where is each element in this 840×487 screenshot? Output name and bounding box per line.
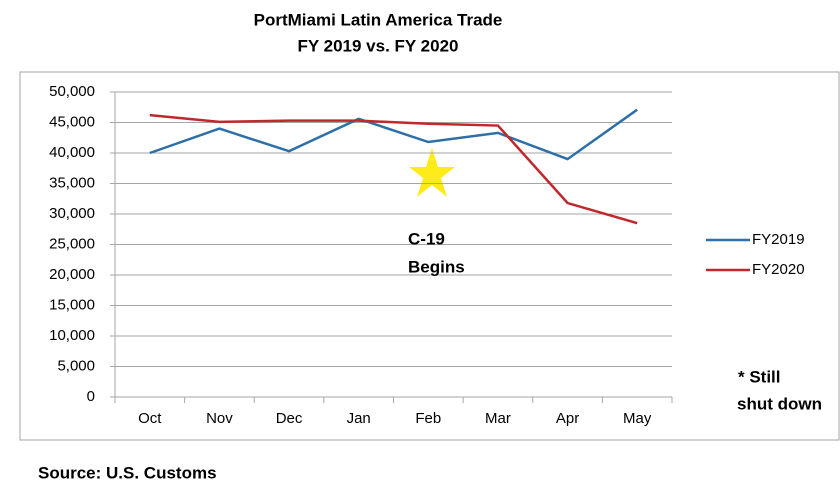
x-tick-label: Apr [556,410,579,427]
x-tick-label: Mar [485,410,511,427]
annotation: shut down [737,394,822,413]
x-tick-label: Jan [347,410,371,427]
series-line [149,108,638,161]
x-tick-label: Oct [138,410,162,427]
chart-title: PortMiami Latin America Trade [254,10,503,29]
y-tick-label: 15,000 [49,296,95,313]
chart-subtitle: FY 2019 vs. FY 2020 [298,36,459,55]
x-tick-label: Dec [276,410,303,427]
y-tick-label: 0 [87,388,95,405]
annotation: C-19 [408,229,445,248]
y-tick-label: 20,000 [49,266,95,283]
y-tick-label: 35,000 [49,174,95,191]
y-tick-label: 45,000 [49,113,95,130]
x-tick-label: May [623,410,652,427]
source-note: Source: U.S. Customs [38,463,217,482]
y-tick-label: 10,000 [49,327,95,344]
legend-label: FY2020 [752,261,805,278]
y-tick-label: 40,000 [49,144,95,161]
star-icon [409,148,455,197]
y-tick-label: 50,000 [49,83,95,100]
x-tick-label: Feb [415,410,441,427]
chart-border [19,71,840,441]
annotation: Begins [408,257,465,276]
annotation: * Still [738,367,781,386]
series-line [149,113,638,225]
y-tick-label: 30,000 [49,205,95,222]
y-tick-label: 25,000 [49,235,95,252]
legend-label: FY2019 [752,231,805,248]
y-tick-label: 5,000 [57,357,95,374]
x-tick-label: Nov [206,410,233,427]
